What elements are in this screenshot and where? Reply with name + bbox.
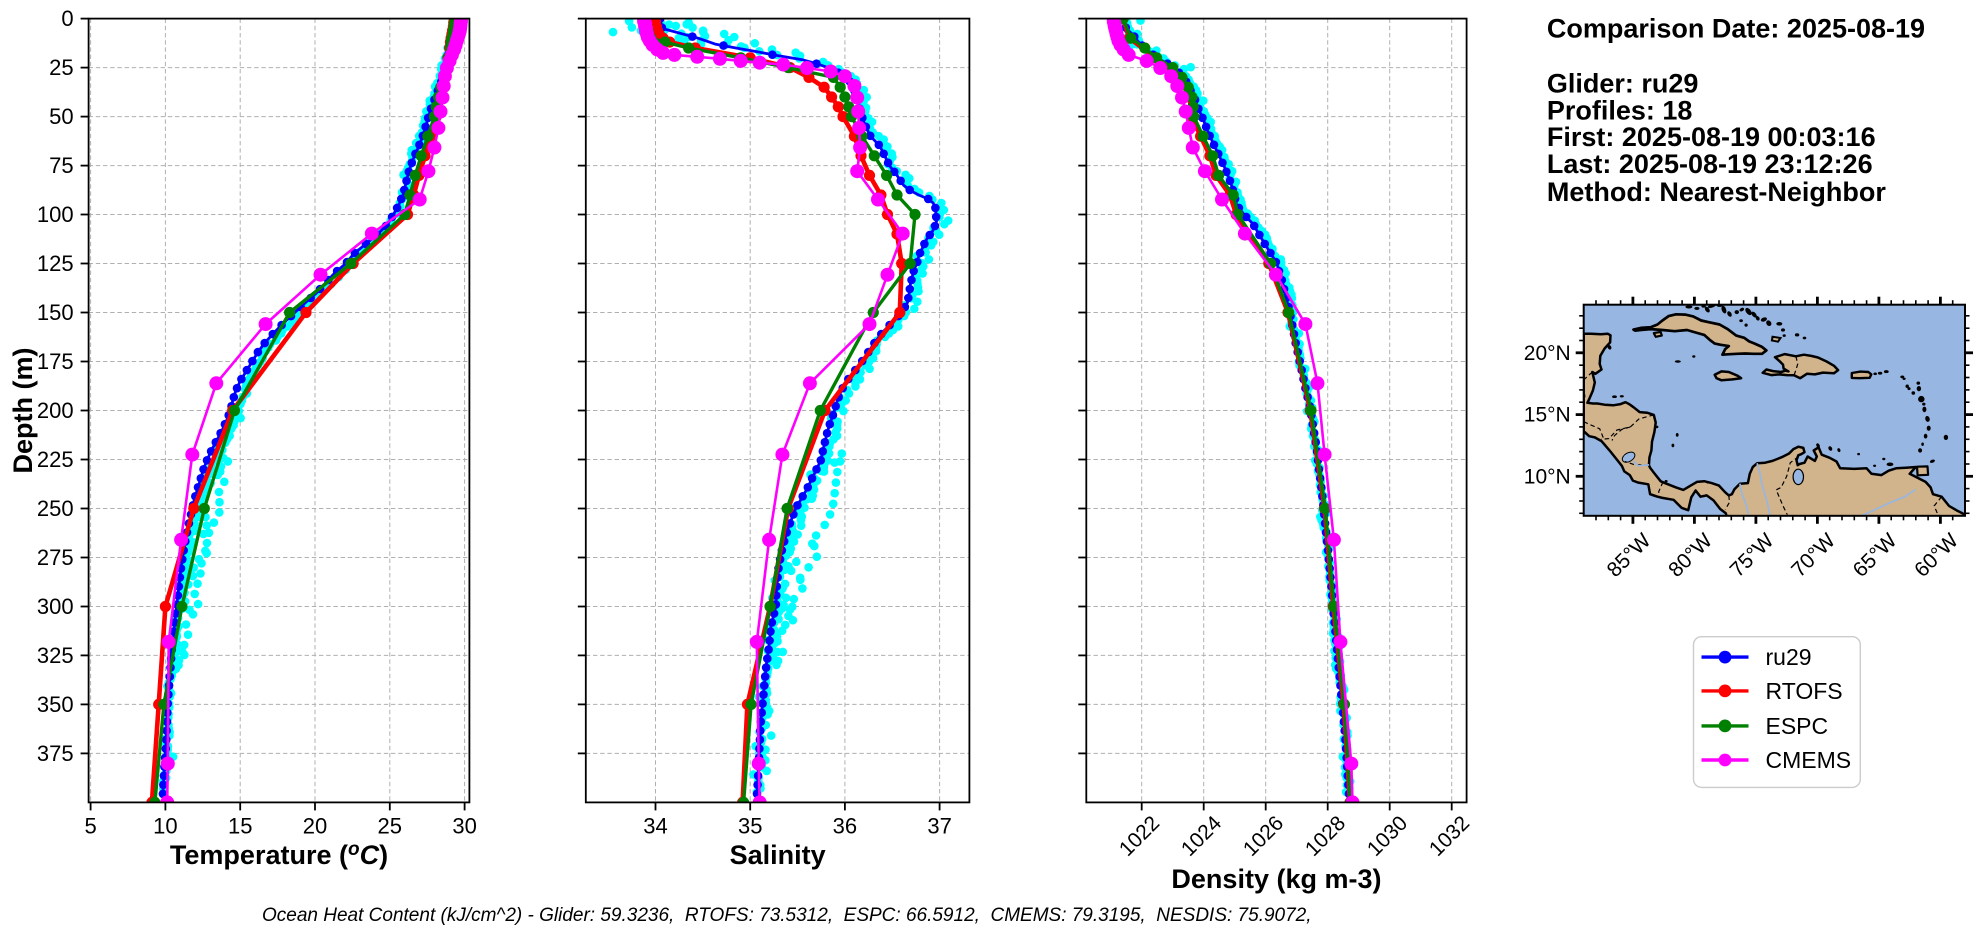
svg-text:CMEMS: CMEMS	[1766, 747, 1852, 773]
svg-text:20: 20	[303, 813, 327, 838]
svg-text:Method: Nearest-Neighbor: Method: Nearest-Neighbor	[1547, 177, 1887, 207]
svg-text:0: 0	[61, 6, 73, 31]
svg-text:Comparison Date: 2025-08-19: Comparison Date: 2025-08-19	[1547, 13, 1925, 43]
svg-text:300: 300	[37, 594, 74, 619]
svg-text:35: 35	[738, 813, 762, 838]
svg-text:First: 2025-08-19 00:03:16: First: 2025-08-19 00:03:16	[1547, 122, 1876, 152]
svg-text:350: 350	[37, 692, 74, 717]
svg-text:5: 5	[84, 813, 96, 838]
svg-text:Last: 2025-08-19 23:12:26: Last: 2025-08-19 23:12:26	[1547, 149, 1873, 179]
svg-text:250: 250	[37, 496, 74, 521]
svg-text:325: 325	[37, 643, 74, 668]
svg-text:25: 25	[49, 55, 73, 80]
svg-text:Salinity: Salinity	[730, 840, 826, 870]
svg-text:Density (kg m-3): Density (kg m-3)	[1171, 864, 1381, 894]
svg-text:225: 225	[37, 447, 74, 472]
svg-text:Profiles: 18: Profiles: 18	[1547, 95, 1693, 125]
svg-text:15: 15	[228, 813, 252, 838]
svg-text:75: 75	[49, 153, 73, 178]
svg-text:25: 25	[378, 813, 402, 838]
svg-text:10: 10	[153, 813, 177, 838]
svg-text:20°N: 20°N	[1524, 342, 1571, 365]
svg-text:Ocean Heat Content (kJ/cm^2) -: Ocean Heat Content (kJ/cm^2) - Glider: 5…	[262, 905, 1312, 926]
svg-text:ESPC: ESPC	[1766, 713, 1829, 739]
svg-text:150: 150	[37, 300, 74, 325]
svg-text:34: 34	[643, 813, 667, 838]
svg-text:Depth (m): Depth (m)	[8, 348, 38, 474]
svg-text:375: 375	[37, 741, 74, 766]
svg-text:RTOFS: RTOFS	[1766, 678, 1843, 704]
svg-text:50: 50	[49, 104, 73, 129]
svg-text:175: 175	[37, 349, 74, 374]
svg-text:200: 200	[37, 398, 74, 423]
svg-text:10°N: 10°N	[1524, 465, 1571, 488]
svg-text:30: 30	[452, 813, 476, 838]
svg-text:100: 100	[37, 202, 74, 227]
svg-text:Glider: ru29: Glider: ru29	[1547, 68, 1699, 98]
svg-text:ru29: ru29	[1766, 644, 1812, 670]
svg-text:36: 36	[833, 813, 857, 838]
svg-text:125: 125	[37, 251, 74, 276]
svg-text:15°N: 15°N	[1524, 404, 1571, 427]
svg-text:37: 37	[927, 813, 951, 838]
svg-text:275: 275	[37, 545, 74, 570]
